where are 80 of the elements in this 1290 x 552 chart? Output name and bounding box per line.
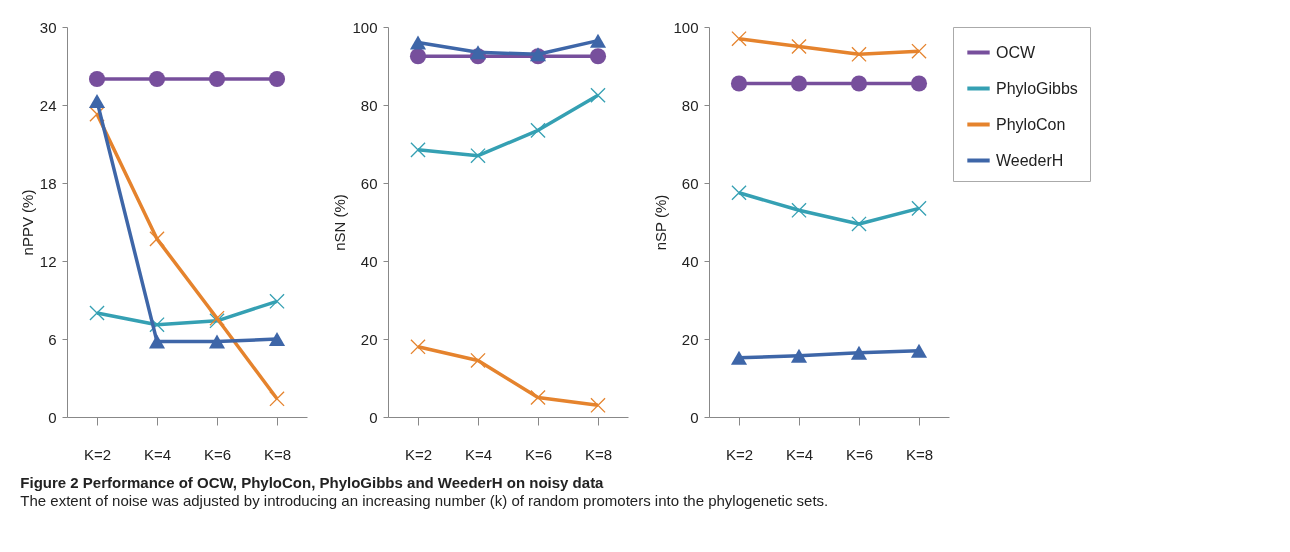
point xyxy=(148,334,166,349)
x-tick-label: K=6 xyxy=(203,445,232,463)
y-tick-label: 6 xyxy=(48,330,57,348)
point xyxy=(269,391,285,407)
point xyxy=(791,38,807,55)
text: Figure 2 Performance of OCW, PhyloCon, PhyloGibbs and WeederH on noisy data xyxy=(20,474,605,491)
point xyxy=(208,70,226,88)
y-tick-label: 60 xyxy=(681,174,699,192)
y-tick-label: 100 xyxy=(352,18,378,36)
y-axis-title: nPPV (%) xyxy=(18,189,36,256)
legend-label: OCW xyxy=(996,43,1036,61)
point xyxy=(910,343,928,358)
y-tick-label: 24 xyxy=(39,96,57,114)
y-axis-title: nSN (%) xyxy=(331,194,349,251)
y-tick-label: 0 xyxy=(369,408,378,426)
point xyxy=(590,87,606,103)
y-tick-label: 0 xyxy=(690,408,699,426)
y-tick-label: 40 xyxy=(360,252,378,270)
x-tick-label: K=2 xyxy=(404,445,433,463)
point xyxy=(149,231,165,247)
point xyxy=(409,48,427,65)
point xyxy=(589,33,607,48)
point xyxy=(791,202,807,219)
point xyxy=(730,350,748,365)
point xyxy=(851,46,867,63)
x-tick-label: K=4 xyxy=(785,445,814,463)
point xyxy=(731,185,747,201)
y-tick-label: 0 xyxy=(48,408,57,426)
point xyxy=(88,70,106,88)
point xyxy=(910,75,928,92)
point xyxy=(590,397,606,414)
y-tick-label: 100 xyxy=(673,18,699,36)
y-tick-label: 80 xyxy=(681,96,699,114)
x-tick-label: K=8 xyxy=(905,445,934,463)
y-tick-label: 80 xyxy=(360,96,378,114)
y-axis-title: nSP (%) xyxy=(652,194,670,251)
x-tick-label: K=6 xyxy=(524,445,553,463)
x-tick-label: K=8 xyxy=(263,445,292,463)
x-tick-label: K=2 xyxy=(725,445,754,463)
point xyxy=(470,147,486,164)
point xyxy=(850,345,868,360)
point xyxy=(911,200,927,217)
point xyxy=(911,43,927,59)
point xyxy=(409,35,427,50)
y-tick-label: 18 xyxy=(39,174,57,192)
point xyxy=(410,339,426,355)
point xyxy=(268,70,286,88)
point xyxy=(731,30,747,47)
point xyxy=(589,48,607,65)
point xyxy=(208,334,226,349)
y-tick-label: 12 xyxy=(39,252,57,270)
legend-label: PhyloCon xyxy=(996,115,1066,133)
point xyxy=(89,305,105,321)
point xyxy=(851,216,867,232)
point xyxy=(790,348,808,363)
x-tick-label: K=6 xyxy=(845,445,874,463)
point xyxy=(850,75,868,92)
point xyxy=(530,389,546,406)
point xyxy=(268,332,286,346)
legend-label: WeederH xyxy=(996,151,1064,169)
point xyxy=(470,352,486,369)
y-tick-label: 30 xyxy=(39,18,57,36)
x-tick-label: K=4 xyxy=(143,445,172,463)
point xyxy=(410,142,426,158)
point xyxy=(148,70,166,88)
point xyxy=(88,94,106,109)
y-tick-label: 40 xyxy=(681,252,699,270)
point xyxy=(730,75,748,92)
y-tick-label: 20 xyxy=(360,330,378,348)
point xyxy=(469,45,487,60)
y-tick-label: 60 xyxy=(360,174,378,192)
y-tick-label: 20 xyxy=(681,330,699,348)
point xyxy=(269,293,285,310)
x-tick-label: K=8 xyxy=(584,445,613,463)
text: The extent of noise was adjusted by introducing an increasing number (k) of random promoters into the phylogenetic sets. xyxy=(20,492,829,509)
x-tick-label: K=2 xyxy=(83,445,112,463)
point xyxy=(530,122,546,139)
x-tick-label: K=4 xyxy=(464,445,493,463)
legend-label: PhyloGibbs xyxy=(996,79,1078,97)
point xyxy=(790,75,808,92)
